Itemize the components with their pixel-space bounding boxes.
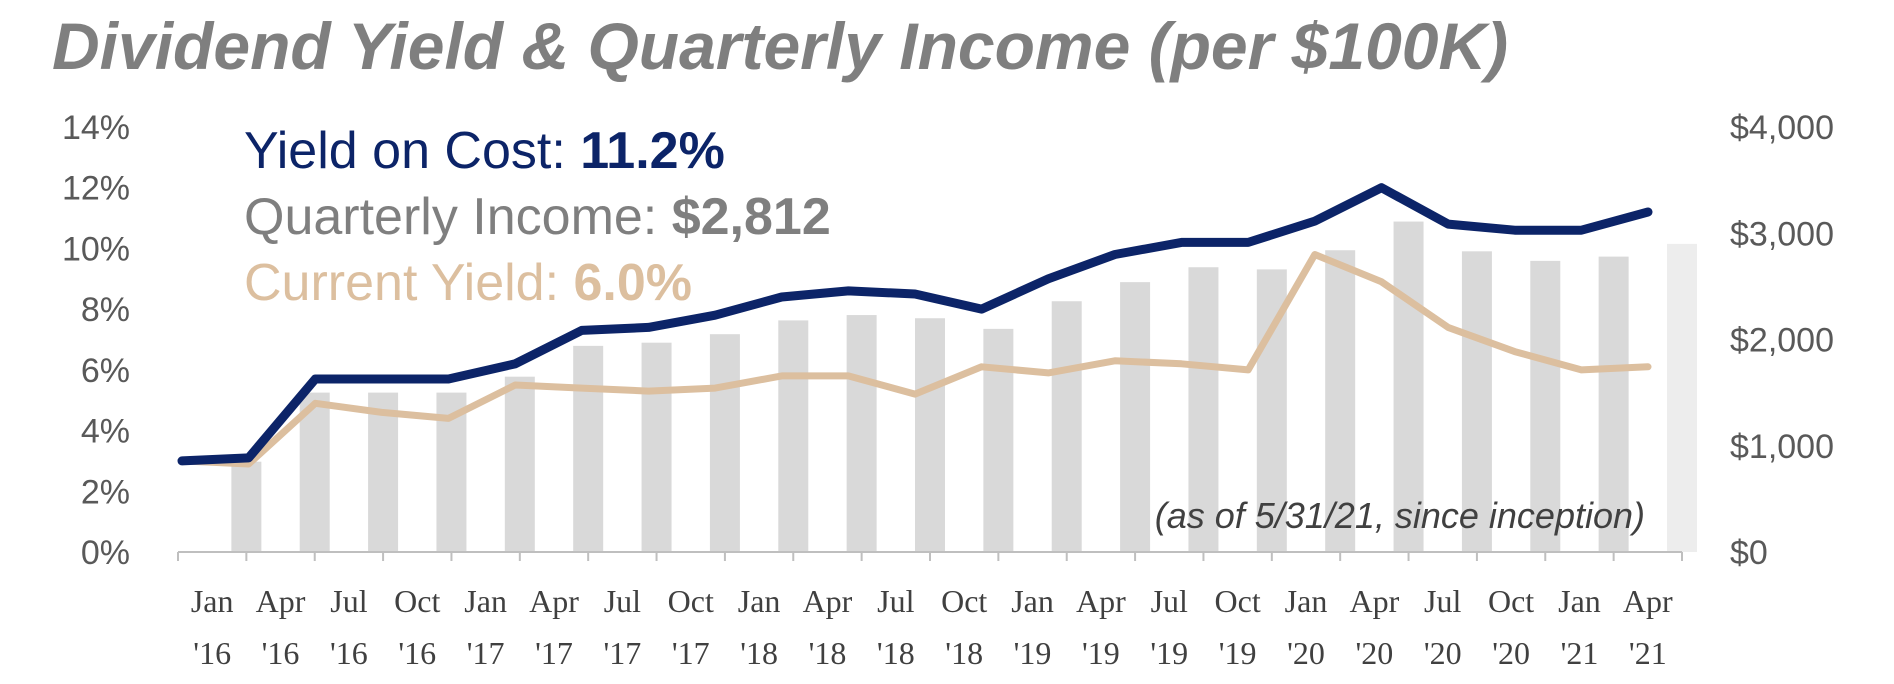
income-bar: [1667, 243, 1697, 552]
income-bar: [983, 328, 1014, 552]
income-bar: [1188, 267, 1219, 552]
x-tick-label-month: Jan: [191, 583, 234, 619]
callouts: Yield on Cost: 11.2% Quarterly Income: $2…: [244, 122, 831, 312]
y-left-tick-label: 2%: [81, 473, 130, 511]
callout-value: $2,812: [672, 188, 831, 246]
x-tick-label-month: Apr: [529, 583, 579, 619]
income-bar: [846, 315, 877, 552]
x-tick-label-year: '20: [1287, 635, 1325, 671]
x-tick-label-month: Jul: [877, 583, 914, 619]
x-tick-label-month: Oct: [394, 583, 440, 619]
axes: Jan '16 Apr '16 Jul '16 Oct '16 Jan '17 Apr '17 Jul '…: [62, 109, 1834, 671]
y-right-tick-label: $0: [1730, 534, 1768, 572]
callout-3: Current Yield: 6.0%: [244, 254, 692, 312]
x-tick-label-month: Apr: [1623, 583, 1673, 619]
x-tick-label-month: Jan: [738, 583, 781, 619]
x-tick-label-year: '17: [672, 635, 710, 671]
income-bars: [231, 221, 1697, 552]
x-tick-label-year: '17: [535, 635, 573, 671]
x-tick-label-year: '20: [1424, 635, 1462, 671]
income-bar: [1461, 251, 1492, 552]
x-tick-label-month: Apr: [256, 583, 306, 619]
callout-label: Yield on Cost:: [244, 122, 580, 180]
income-bar: [504, 376, 535, 552]
x-tick-label-year: '19: [1082, 635, 1120, 671]
x-tick-label-month: Apr: [1349, 583, 1399, 619]
callout-value: 6.0%: [574, 254, 693, 312]
y-left-tick-label: 0%: [81, 534, 130, 572]
x-tick-label-year: '21: [1561, 635, 1599, 671]
x-tick-label-month: Jul: [604, 583, 641, 619]
callout-value: 11.2%: [580, 122, 725, 180]
income-bar: [1325, 250, 1356, 552]
y-right-tick-label: $2,000: [1730, 322, 1834, 360]
x-tick-label-year: '16: [398, 635, 436, 671]
y-left-tick-label: 4%: [81, 413, 130, 451]
x-tick-label-year: '20: [1355, 635, 1393, 671]
chart-title: Dividend Yield & Quarterly Income (per $…: [52, 9, 1509, 83]
income-bar: [915, 318, 945, 552]
y-left-tick-label: 12%: [62, 170, 130, 208]
x-tick-label-year: '17: [467, 635, 505, 671]
x-tick-label-month: Apr: [1076, 583, 1126, 619]
income-bar: [1120, 282, 1151, 552]
x-tick-label-month: Jul: [1424, 583, 1461, 619]
x-tick-label-month: Oct: [1488, 583, 1534, 619]
x-tick-label-month: Oct: [1215, 583, 1261, 619]
x-tick-label-month: Apr: [803, 583, 853, 619]
x-tick-label-year: '19: [1014, 635, 1052, 671]
income-bar: [368, 392, 399, 552]
y-right-tick-label: $3,000: [1730, 215, 1834, 253]
x-tick-label-month: Jan: [1558, 583, 1601, 619]
x-tick-label-month: Jan: [1285, 583, 1328, 619]
x-tick-label-month: Jan: [1011, 583, 1054, 619]
x-tick-label-year: '18: [740, 635, 778, 671]
yield-on-cost-line: [177, 183, 1653, 466]
x-tick-label-year: '16: [193, 635, 231, 671]
income-bar: [299, 392, 330, 552]
income-bar: [1393, 221, 1424, 552]
income-bar: [709, 334, 740, 552]
y-right-tick-label: $4,000: [1730, 109, 1834, 147]
y-left-tick-label: 14%: [62, 109, 130, 147]
x-tick-label-year: '17: [603, 635, 641, 671]
chart-note: (as of 5/31/21, since inception): [1155, 495, 1645, 536]
x-tick-label-month: Jul: [330, 583, 367, 619]
x-tick-label-month: Oct: [668, 583, 714, 619]
x-tick-label-year: '16: [262, 635, 300, 671]
current-yield-line: [178, 251, 1652, 468]
y-left-tick-label: 8%: [81, 291, 130, 329]
x-tick-label-year: '16: [330, 635, 368, 671]
income-bar: [231, 461, 262, 552]
income-bar: [1530, 260, 1561, 552]
callout-label: Current Yield:: [244, 254, 574, 312]
x-tick-label-year: '20: [1492, 635, 1530, 671]
x-tick-label-year: '19: [1150, 635, 1188, 671]
x-tick-label-year: '18: [877, 635, 915, 671]
x-tick-label-month: Jan: [464, 583, 507, 619]
income-bar: [778, 320, 809, 552]
callout-1: Yield on Cost: 11.2%: [244, 122, 725, 180]
x-tick-label-month: Jul: [1151, 583, 1188, 619]
income-bar: [1051, 301, 1082, 552]
income-bar: [1598, 256, 1629, 552]
yield-lines: [177, 183, 1653, 468]
x-tick-label-year: '19: [1219, 635, 1257, 671]
x-tick-label-year: '18: [945, 635, 983, 671]
callout-label: Quarterly Income:: [244, 188, 672, 246]
income-bar: [573, 345, 604, 552]
x-tick-label-month: Oct: [941, 583, 987, 619]
x-tick-label-year: '18: [809, 635, 847, 671]
x-tick-label-year: '21: [1629, 635, 1667, 671]
y-left-tick-label: 6%: [81, 352, 130, 390]
y-right-tick-label: $1,000: [1730, 428, 1834, 466]
income-bar: [641, 342, 672, 552]
callout-2: Quarterly Income: $2,812: [244, 188, 831, 246]
y-left-tick-label: 10%: [62, 230, 130, 268]
